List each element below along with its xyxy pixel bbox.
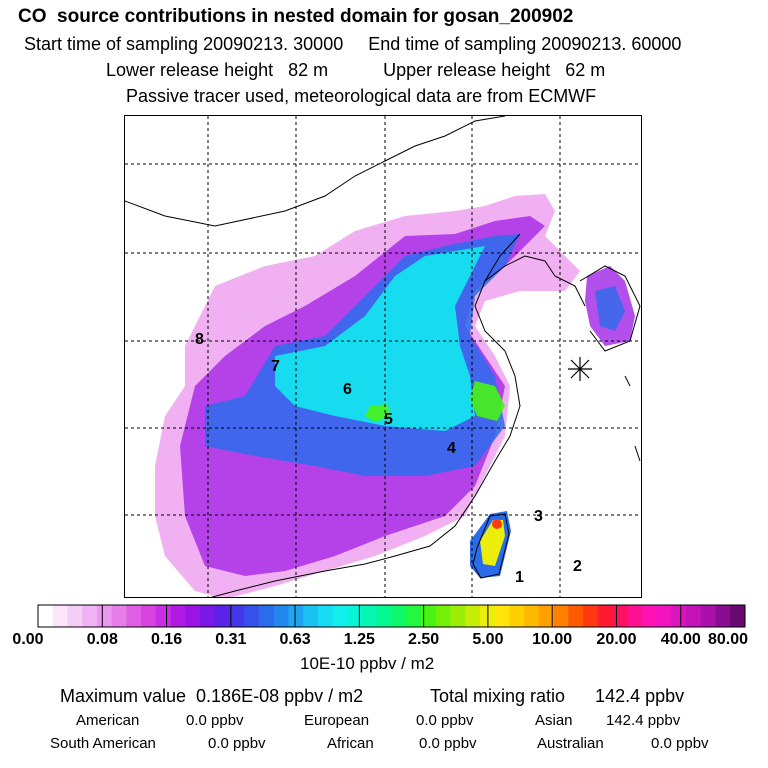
colorbar-swatch [185,605,201,627]
asian-label: Asian [535,712,573,729]
colorbar-swatch [435,605,451,627]
colorbar-swatch [126,605,142,627]
region-label-6: 6 [343,381,352,398]
colorbar-tick-label: 0.00 [12,631,44,648]
colorbar-swatch [317,605,334,627]
region-label-5: 5 [384,411,393,428]
colorbar-swatch [38,605,54,627]
colorbar-tick-label: 80.00 [707,631,749,648]
colorbar-tick-label: 10.00 [532,631,573,648]
colorbar-swatch [273,605,289,627]
colorbar-tick-label: 2.50 [408,631,440,648]
colorbar-swatch [52,605,68,627]
african-label: African [327,735,374,752]
colorbar-swatch [494,605,510,627]
colorbar-swatch [700,605,717,627]
colorbar-swatch [465,605,481,627]
concentration-map: 1 2 3 4 5 6 7 8 [125,116,641,597]
colorbar-units: 10E-10 ppbv / m2 [300,654,435,673]
colorbar-tick-label: 20.00 [596,631,637,648]
colorbar-tick-label: 0.63 [279,631,311,648]
colorbar-swatch [82,605,98,627]
release-height-line: Lower release height 82 m Upper release … [106,60,606,80]
plume-cyan [275,246,485,431]
european-label: European [304,712,370,729]
colorbar-swatch [303,605,319,627]
receptor-marker [568,357,592,381]
max-value: Maximum value 0.186E-08 ppbv / m2 [60,686,364,706]
colorbar-swatch [155,605,172,627]
colorbar-swatch [597,605,613,627]
colorbar-swatch [67,605,83,627]
total-mixing-ratio: Total mixing ratio 142.4 ppbv [430,686,685,706]
colorbar-swatch [450,605,466,627]
colorbar-swatch [200,605,216,627]
colorbar-swatch [612,605,628,627]
colorbar-swatch [406,605,422,627]
colorbar-swatch [391,605,407,627]
colorbar-swatch [362,605,378,627]
tracer-info-line: Passive tracer used, meteorological data… [126,86,597,106]
region-label-3: 3 [534,508,543,525]
chart-title: CO source contributions in nested domain… [18,6,574,27]
south-american-value: 0.0 ppbv [208,735,266,752]
colorbar-swatch [524,605,540,627]
colorbar-swatch [141,605,157,627]
colorbar-swatch [715,605,731,627]
australian-value: 0.0 ppbv [651,735,709,752]
region-label-8: 8 [195,331,204,348]
colorbar-tick-label: 0.31 [215,631,247,648]
african-value: 0.0 ppbv [419,735,477,752]
region-label-2: 2 [573,558,582,575]
colorbar-swatch [671,605,687,627]
colorbar-swatch [686,605,702,627]
colorbar-swatch [420,605,437,627]
asian-value: 142.4 ppbv [606,712,681,729]
colorbar-swatches [37,604,746,628]
colorbar-swatch [258,605,275,627]
colorbar-swatch [347,605,363,627]
colorbar-swatch [730,605,746,627]
colorbar-swatch [288,605,304,627]
south-american-label: South American [50,735,156,752]
colorbar-tick-label: 5.00 [472,631,504,648]
colorbar-swatch [96,605,113,627]
region-label-4: 4 [447,440,456,457]
colorbar-swatch [170,605,186,627]
grid-lines [125,116,641,597]
sampling-time-line: Start time of sampling 20090213. 30000 E… [24,34,682,54]
colorbar-tick-label: 0.16 [150,631,183,648]
american-value: 0.0 ppbv [186,712,244,729]
colorbar-tick-label: 1.25 [343,631,375,648]
colorbar-swatch [332,605,348,627]
max-hotspot [492,519,502,529]
colorbar-swatch [244,605,260,627]
map-plot-area: 1 2 3 4 5 6 7 8 [124,115,642,598]
colorbar-swatch [538,605,555,627]
colorbar-swatch [553,605,569,627]
american-label: American [76,712,140,729]
korea-plume-inner [595,286,625,331]
colorbar-border [37,604,746,628]
colorbar-swatch [214,605,230,627]
region-label-1: 1 [515,569,524,586]
taiwan-yellow [480,520,505,566]
colorbar-swatch [568,605,584,627]
australian-label: Australian [537,735,604,752]
colorbar-swatch [627,605,643,627]
colorbar-swatch [582,605,599,627]
colorbar-swatch [376,605,392,627]
colorbar-tick-label: 40.00 [660,631,701,648]
colorbar-swatch [229,605,245,627]
colorbar-swatch [111,605,127,627]
colorbar-swatch [641,605,658,627]
region-label-7: 7 [271,358,280,375]
plume-green [470,381,505,421]
coastlines [125,116,641,597]
colorbar-swatch [509,605,525,627]
colorbar-swatch [656,605,672,627]
european-value: 0.0 ppbv [416,712,474,729]
colorbar-tick-label: 0.08 [86,631,118,648]
